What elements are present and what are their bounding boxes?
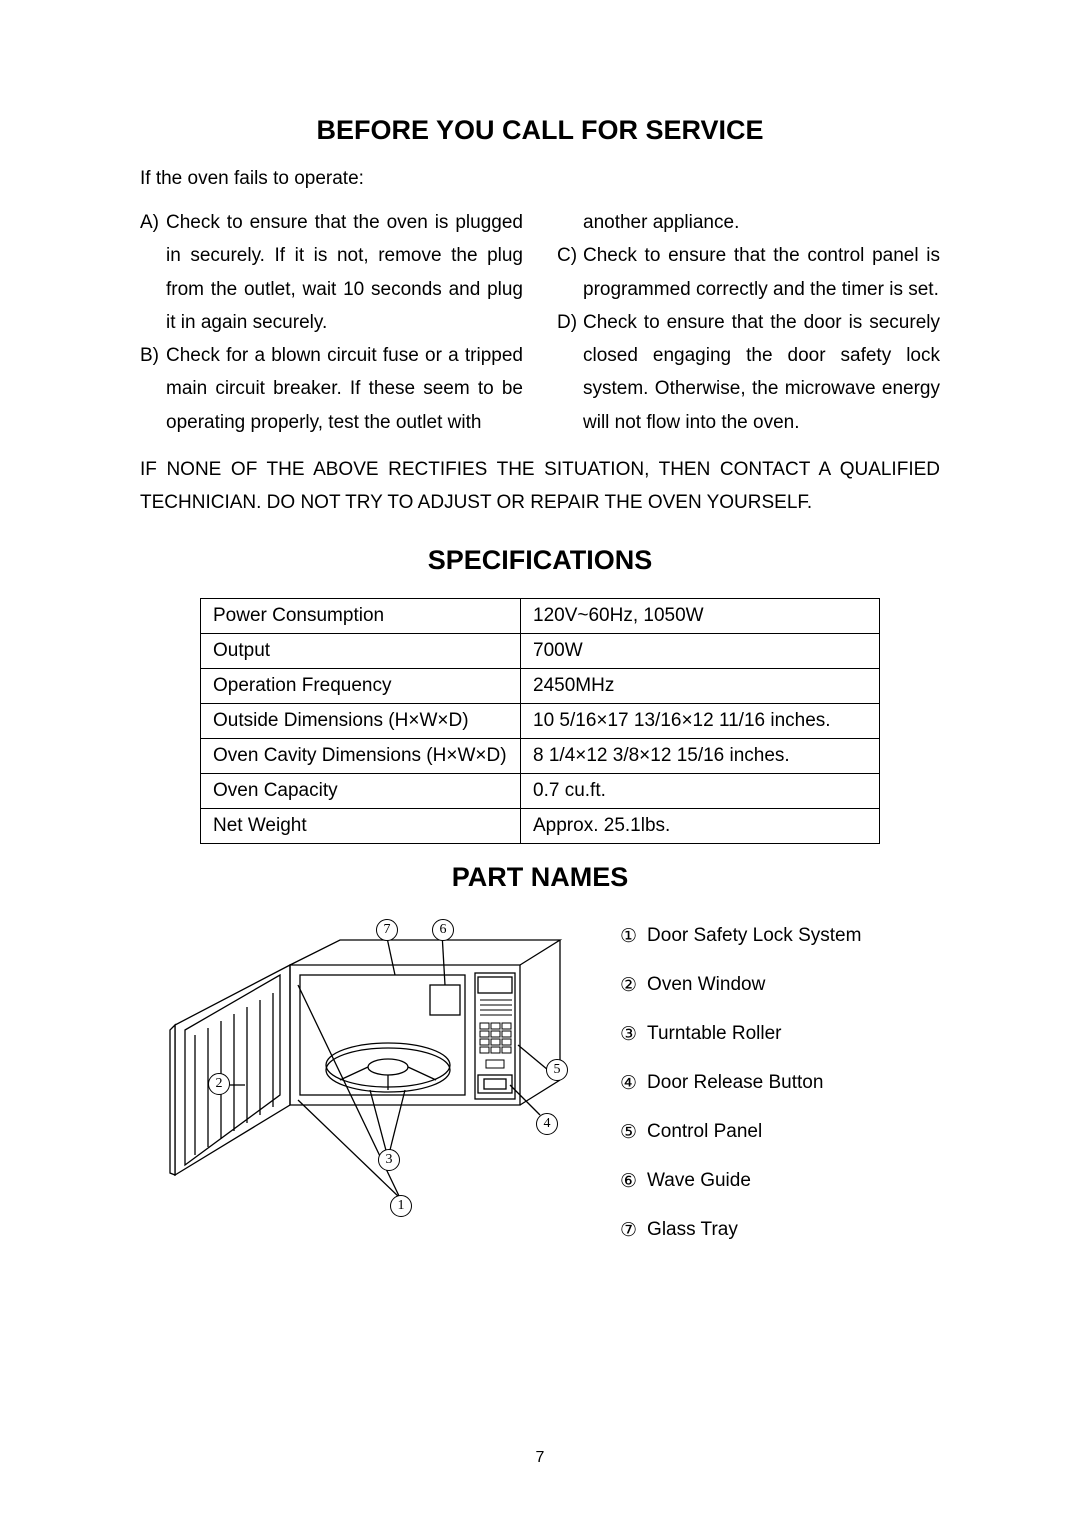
part-num: ⑦ [620,1219,637,1242]
parts-list: ① Door Safety Lock System ② Oven Window ③T… [620,915,940,1268]
part-name: Wave Guide [647,1170,751,1193]
spec-label: Operation Frequency [201,669,521,704]
table-row: Oven Cavity Dimensions (H×W×D)8 1/4×12 3… [201,739,880,774]
part-row: ⑦ Glass Tray [620,1219,940,1242]
item-text: Check to ensure that the control panel i… [583,239,940,306]
part-row: ⑥ Wave Guide [620,1170,940,1193]
item-text-cont: another appliance. [583,206,940,239]
part-name: Door Release Button [647,1072,823,1095]
spec-value: 700W [521,634,880,669]
spec-label: Output [201,634,521,669]
part-name: Glass Tray [647,1219,738,1242]
table-row: Operation Frequency2450MHz [201,669,880,704]
spec-label: Power Consumption [201,599,521,634]
part-num: ⑤ [620,1121,637,1144]
service-heading: BEFORE YOU CALL FOR SERVICE [140,115,940,146]
part-row: ④ Door Release Button [620,1072,940,1095]
table-row: Power Consumption120V~60Hz, 1050W [201,599,880,634]
part-num: ③ [620,1023,637,1046]
part-num: ① [620,925,637,948]
spec-value: 2450MHz [521,669,880,704]
spec-label: Oven Capacity [201,774,521,809]
service-columns: A) Check to ensure that the oven is plug… [140,206,940,439]
service-item-cont: another appliance. [557,206,940,239]
microwave-svg [140,915,580,1245]
part-row: ① Door Safety Lock System [620,925,940,948]
item-letter: C) [557,239,583,306]
spec-label: Outside Dimensions (H×W×D) [201,704,521,739]
page-number: 7 [536,1449,545,1467]
spec-label: Oven Cavity Dimensions (H×W×D) [201,739,521,774]
item-letter: D) [557,306,583,439]
part-name: Oven Window [647,974,765,997]
service-col-left: A) Check to ensure that the oven is plug… [140,206,523,439]
service-col-right: another appliance. C) Check to ensure th… [557,206,940,439]
service-item: C) Check to ensure that the control pane… [557,239,940,306]
table-row: Oven Capacity0.7 cu.ft. [201,774,880,809]
part-name: Door Safety Lock System [647,925,861,948]
spec-value: 8 1/4×12 3/8×12 15/16 inches. [521,739,880,774]
specs-heading: SPECIFICATIONS [140,545,940,576]
item-text: Check to ensure that the door is securel… [583,306,940,439]
microwave-diagram: 7 6 2 5 4 3 1 [140,915,580,1245]
parts-heading: PART NAMES [140,862,940,893]
spec-value: 120V~60Hz, 1050W [521,599,880,634]
spec-value: 0.7 cu.ft. [521,774,880,809]
table-row: Outside Dimensions (H×W×D)10 5/16×17 13/… [201,704,880,739]
service-intro: If the oven fails to operate: [140,168,940,190]
part-row: ③ Turntable Roller [620,1023,940,1046]
table-row: Output700W [201,634,880,669]
item-letter: A) [140,206,166,339]
spec-value: Approx. 25.1lbs. [521,809,880,844]
spec-label: Net Weight [201,809,521,844]
part-num: ② [620,974,637,997]
item-letter: B) [140,339,166,439]
part-num: ④ [620,1072,637,1095]
item-text-partial: Check for a blown circuit fuse or a trip… [166,339,523,439]
part-num: ⑥ [620,1170,637,1193]
service-item: B) Check for a blown circuit fuse or a t… [140,339,523,439]
part-names-section: 7 6 2 5 4 3 1 ① Door Safety Lock System ②… [140,915,940,1268]
service-warning: IF NONE OF THE ABOVE RECTIFIES THE SITUA… [140,453,940,520]
service-item: D) Check to ensure that the door is secu… [557,306,940,439]
item-text: Check to ensure that the oven is plugged… [166,206,523,339]
part-row: ② Oven Window [620,974,940,997]
table-row: Net WeightApprox. 25.1lbs. [201,809,880,844]
part-row: ⑤ Control Panel [620,1121,940,1144]
spec-value: 10 5/16×17 13/16×12 11/16 inches. [521,704,880,739]
part-name: Control Panel [647,1121,762,1144]
specs-table: Power Consumption120V~60Hz, 1050W Output… [200,598,880,844]
service-item: A) Check to ensure that the oven is plug… [140,206,523,339]
part-name: Turntable Roller [647,1023,781,1046]
